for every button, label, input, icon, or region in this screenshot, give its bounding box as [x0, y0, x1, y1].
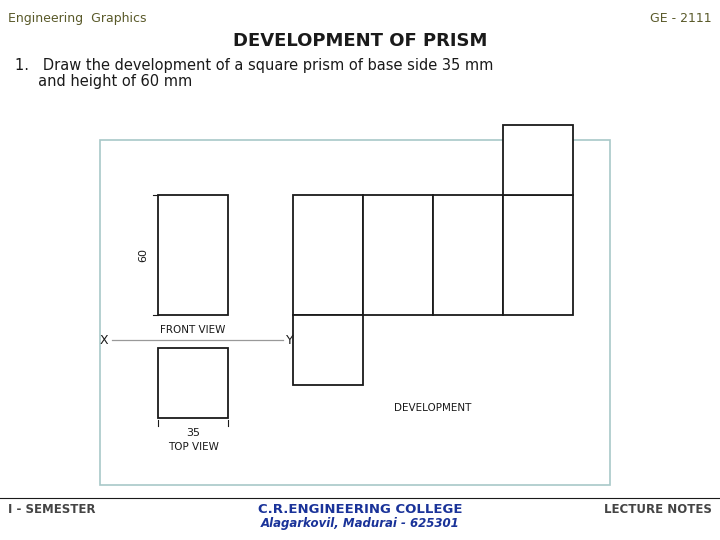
Text: FRONT VIEW: FRONT VIEW [161, 325, 225, 335]
Bar [503, 195, 573, 315]
Text: LECTURE NOTES: LECTURE NOTES [604, 503, 712, 516]
Bar [433, 195, 503, 315]
Text: and height of 60 mm: and height of 60 mm [15, 74, 192, 89]
Text: DEVELOPMENT OF PRISM: DEVELOPMENT OF PRISM [233, 32, 487, 50]
Bar [158, 348, 228, 418]
Text: 60: 60 [138, 248, 148, 262]
Bar [293, 315, 363, 385]
Bar [293, 195, 363, 315]
Text: Y: Y [286, 334, 294, 347]
Text: C.R.ENGINEERING COLLEGE: C.R.ENGINEERING COLLEGE [258, 503, 462, 516]
Text: Alagarkovil, Madurai - 625301: Alagarkovil, Madurai - 625301 [261, 517, 459, 530]
Text: DEVELOPMENT: DEVELOPMENT [395, 403, 472, 413]
Bar [363, 195, 433, 315]
Bar [158, 195, 228, 315]
Text: 1.   Draw the development of a square prism of base side 35 mm: 1. Draw the development of a square pris… [15, 58, 493, 73]
Text: GE - 2111: GE - 2111 [650, 12, 712, 25]
Bar [100, 140, 610, 485]
Text: 35: 35 [186, 428, 200, 438]
Bar [503, 125, 573, 195]
Text: Engineering  Graphics: Engineering Graphics [8, 12, 146, 25]
Text: I - SEMESTER: I - SEMESTER [8, 503, 96, 516]
Text: TOP VIEW: TOP VIEW [168, 442, 218, 452]
Text: X: X [99, 334, 108, 347]
